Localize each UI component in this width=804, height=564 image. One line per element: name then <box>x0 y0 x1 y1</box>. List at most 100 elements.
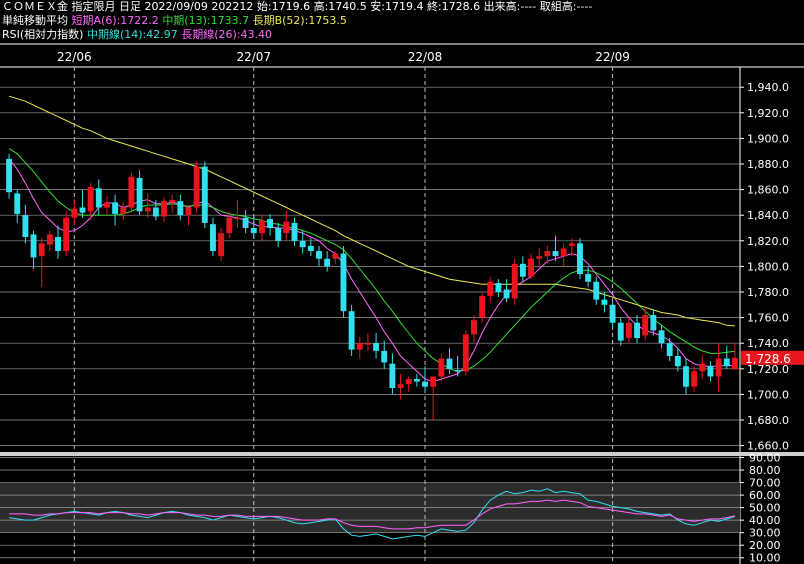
candle-body[interactable] <box>348 311 355 350</box>
candle-body[interactable] <box>479 295 486 318</box>
candle-body[interactable] <box>46 234 53 245</box>
candle-body[interactable] <box>177 201 184 216</box>
candle-body[interactable] <box>144 207 151 212</box>
rsi-tick-label: 10.00 <box>749 552 781 564</box>
candle-body[interactable] <box>242 217 249 228</box>
candle-body[interactable] <box>283 221 290 234</box>
candle-body[interactable] <box>723 358 730 367</box>
candle-body[interactable] <box>691 371 698 387</box>
candle-body[interactable] <box>201 166 208 223</box>
candle-body[interactable] <box>340 253 347 312</box>
rsi-long-value: 長期線(26):43.40 <box>181 28 273 41</box>
candle-body[interactable] <box>120 207 127 214</box>
candle-body[interactable] <box>381 350 388 363</box>
candle-body[interactable] <box>731 357 738 370</box>
candle-body[interactable] <box>495 283 502 292</box>
candle-body[interactable] <box>462 334 469 372</box>
candle-body[interactable] <box>6 158 13 193</box>
candle-body[interactable] <box>22 215 29 237</box>
candle-body[interactable] <box>299 240 306 248</box>
candle-body[interactable] <box>373 343 380 351</box>
candle-body[interactable] <box>218 233 225 257</box>
candle-body[interactable] <box>577 243 583 275</box>
candle-body[interactable] <box>585 274 592 282</box>
candle-body[interactable] <box>258 220 265 234</box>
candle-body[interactable] <box>63 217 70 252</box>
candle-body[interactable] <box>389 363 396 388</box>
candle-body[interactable] <box>666 343 673 356</box>
candle-body[interactable] <box>356 343 363 350</box>
candle-body[interactable] <box>487 281 494 296</box>
candle-body[interactable] <box>193 166 200 208</box>
ma-mid-line <box>8 148 735 372</box>
candle-body[interactable] <box>332 253 339 259</box>
candle-body[interactable] <box>14 193 21 214</box>
candle-body[interactable] <box>715 358 722 377</box>
candle-body[interactable] <box>95 188 102 208</box>
candle-body[interactable] <box>413 379 420 382</box>
rsi-tick-label: 80.00 <box>749 464 781 477</box>
candle-body[interactable] <box>152 207 159 217</box>
rsi-tick-label: 60.00 <box>749 489 781 502</box>
price-tick-label: 1,800.0 <box>747 260 789 273</box>
ma-short-value: 短期A(6):1722.2 <box>71 14 159 27</box>
candle-body[interactable] <box>128 176 135 208</box>
candle-body[interactable] <box>471 320 477 335</box>
candle-body[interactable] <box>112 202 119 214</box>
candle-body[interactable] <box>609 304 616 323</box>
candle-body[interactable] <box>275 228 282 241</box>
candle-body[interactable] <box>316 251 322 259</box>
candle-body[interactable] <box>544 251 551 257</box>
candle-body[interactable] <box>226 217 233 234</box>
candle-body[interactable] <box>267 219 273 228</box>
candle-body[interactable] <box>560 248 567 257</box>
candle-body[interactable] <box>552 251 559 257</box>
candle-body[interactable] <box>642 315 649 336</box>
candle-body[interactable] <box>324 258 331 267</box>
candle-body[interactable] <box>38 243 45 257</box>
candle-body[interactable] <box>185 207 192 216</box>
candle-body[interactable] <box>210 224 216 252</box>
candle-body[interactable] <box>161 201 167 217</box>
candle-body[interactable] <box>511 263 518 299</box>
candle-body[interactable] <box>674 356 681 367</box>
candle-body[interactable] <box>30 234 37 258</box>
candle-body[interactable] <box>650 315 657 331</box>
candle-body[interactable] <box>307 245 314 252</box>
candle-body[interactable] <box>503 289 510 299</box>
candle-body[interactable] <box>104 202 110 208</box>
candle-body[interactable] <box>169 199 176 203</box>
candle-body[interactable] <box>71 208 78 218</box>
candle-body[interactable] <box>568 243 575 246</box>
candle-body[interactable] <box>593 281 600 300</box>
candle-body[interactable] <box>234 217 241 220</box>
candle-body[interactable] <box>438 358 445 377</box>
candle-body[interactable] <box>422 381 428 387</box>
candle-body[interactable] <box>454 370 461 372</box>
candle-body[interactable] <box>364 343 371 345</box>
candle-body[interactable] <box>634 322 640 339</box>
candle-body[interactable] <box>617 322 624 341</box>
candle-body[interactable] <box>430 376 437 387</box>
candle-body[interactable] <box>707 366 714 377</box>
candle-body[interactable] <box>625 322 632 339</box>
candle-body[interactable] <box>136 178 143 212</box>
candle-body[interactable] <box>291 222 298 241</box>
candle-body[interactable] <box>55 236 61 252</box>
candle-body[interactable] <box>405 379 412 385</box>
price-tick-label: 1,700.0 <box>747 388 789 401</box>
candle-body[interactable] <box>397 384 404 388</box>
candle-body[interactable] <box>536 256 543 259</box>
candle-body[interactable] <box>699 363 706 372</box>
candle-body[interactable] <box>683 366 689 387</box>
candle-body[interactable] <box>519 263 526 277</box>
candle-body[interactable] <box>446 358 453 369</box>
price-tick-label: 1,880.0 <box>747 158 789 171</box>
candle-body[interactable] <box>79 207 86 213</box>
candle-body[interactable] <box>250 228 257 234</box>
candle-body[interactable] <box>658 330 665 344</box>
candle-body[interactable] <box>601 299 608 305</box>
candle-body[interactable] <box>87 187 94 212</box>
candle-body[interactable] <box>528 258 534 277</box>
